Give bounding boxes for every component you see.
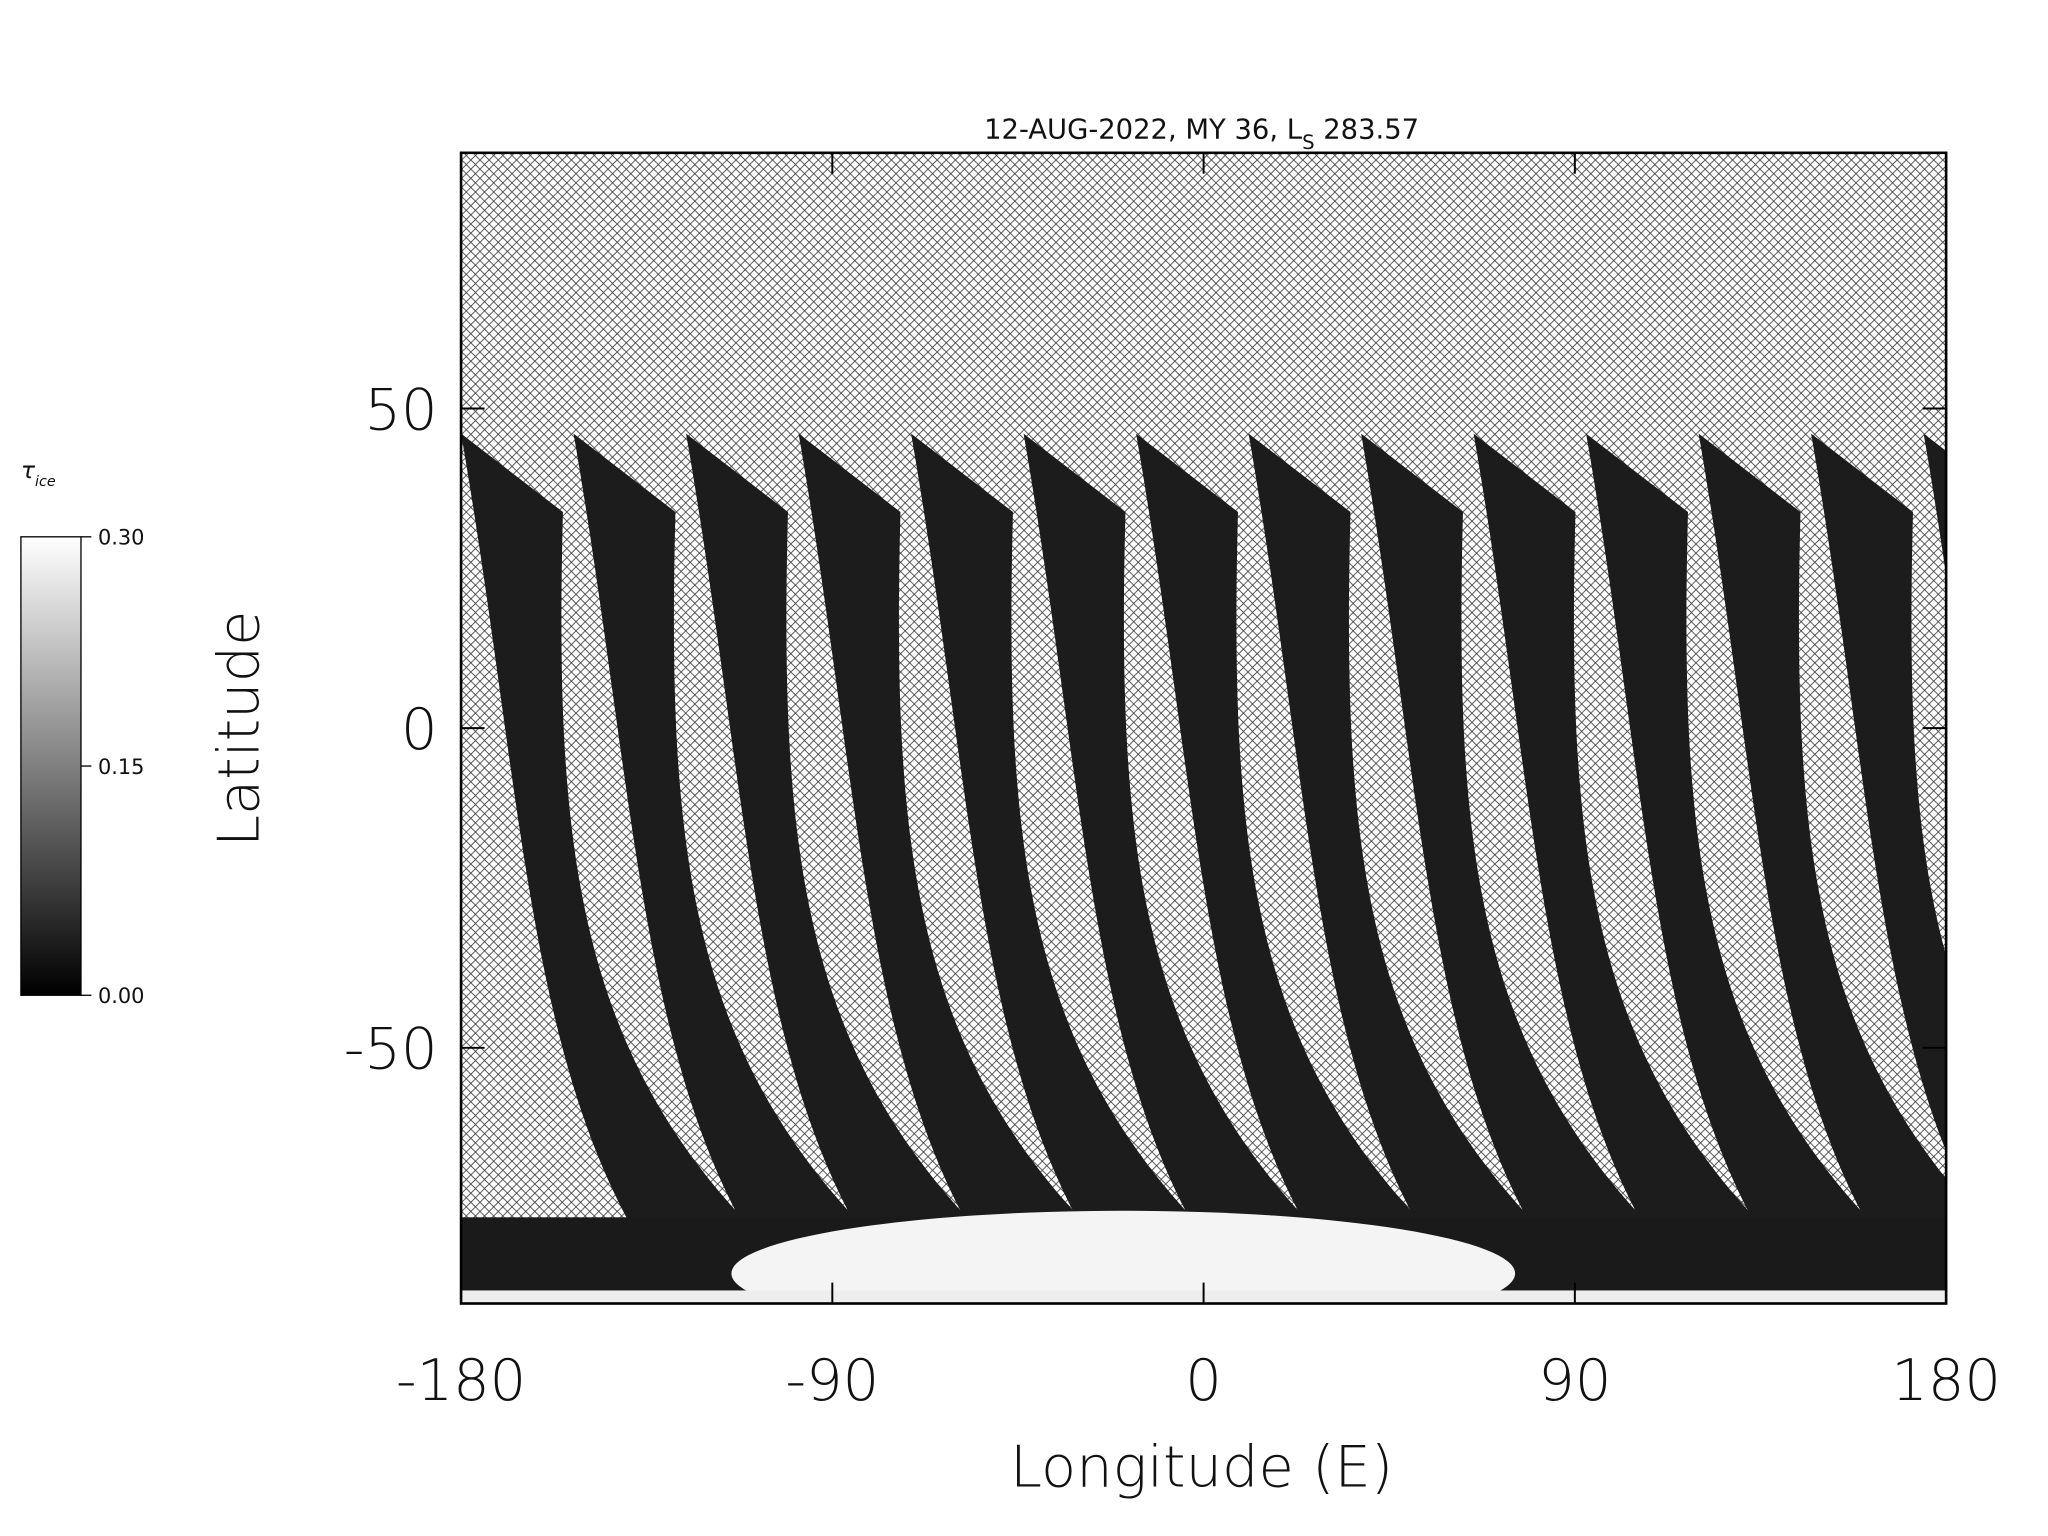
swath [798, 433, 1080, 1237]
swath [1811, 433, 1947, 1152]
x-tick-label: -90 [785, 1347, 879, 1414]
y-axis-label: Latitude [206, 611, 273, 847]
swath [1698, 433, 1947, 1237]
colorbar-label-subscript: ice [35, 474, 56, 490]
x-tick-label: -180 [396, 1347, 526, 1414]
swath [1248, 433, 1530, 1237]
swath [573, 433, 855, 1237]
title-text: 283.57 [1315, 114, 1420, 145]
swath [1586, 433, 1867, 1237]
x-tick-label: 180 [1891, 1347, 2001, 1414]
y-tick-label: 0 [401, 696, 438, 763]
polar-cap-cloud [731, 1210, 1515, 1304]
title-text: 12-AUG-2022, MY 36, L [984, 114, 1303, 145]
colorbar-tick-label: 0.00 [98, 984, 144, 1008]
swath [1136, 433, 1417, 1237]
x-tick-label: 90 [1538, 1347, 1611, 1414]
colorbar [20, 536, 82, 996]
y-tick-label: 50 [364, 376, 437, 443]
x-tick-label: 0 [1185, 1347, 1222, 1414]
colorbar-label-symbol: τ [21, 456, 36, 484]
swath [686, 433, 967, 1237]
colorbar-label: τice [21, 456, 56, 490]
swath [1923, 433, 1947, 576]
colorbar-tick-label: 0.15 [98, 755, 144, 779]
swath [1473, 433, 1755, 1237]
swath [911, 433, 1192, 1237]
swath [1023, 433, 1305, 1237]
x-axis-label: Longitude (E) [1010, 1433, 1393, 1500]
swath [461, 433, 742, 1237]
chart-title: 12-AUG-2022, MY 36, LS 283.57 [984, 114, 1419, 153]
swath [1361, 433, 1642, 1237]
colorbar-tick-label: 0.30 [98, 526, 144, 550]
y-tick-label: -50 [344, 1016, 438, 1083]
title-subscript: S [1302, 131, 1314, 154]
